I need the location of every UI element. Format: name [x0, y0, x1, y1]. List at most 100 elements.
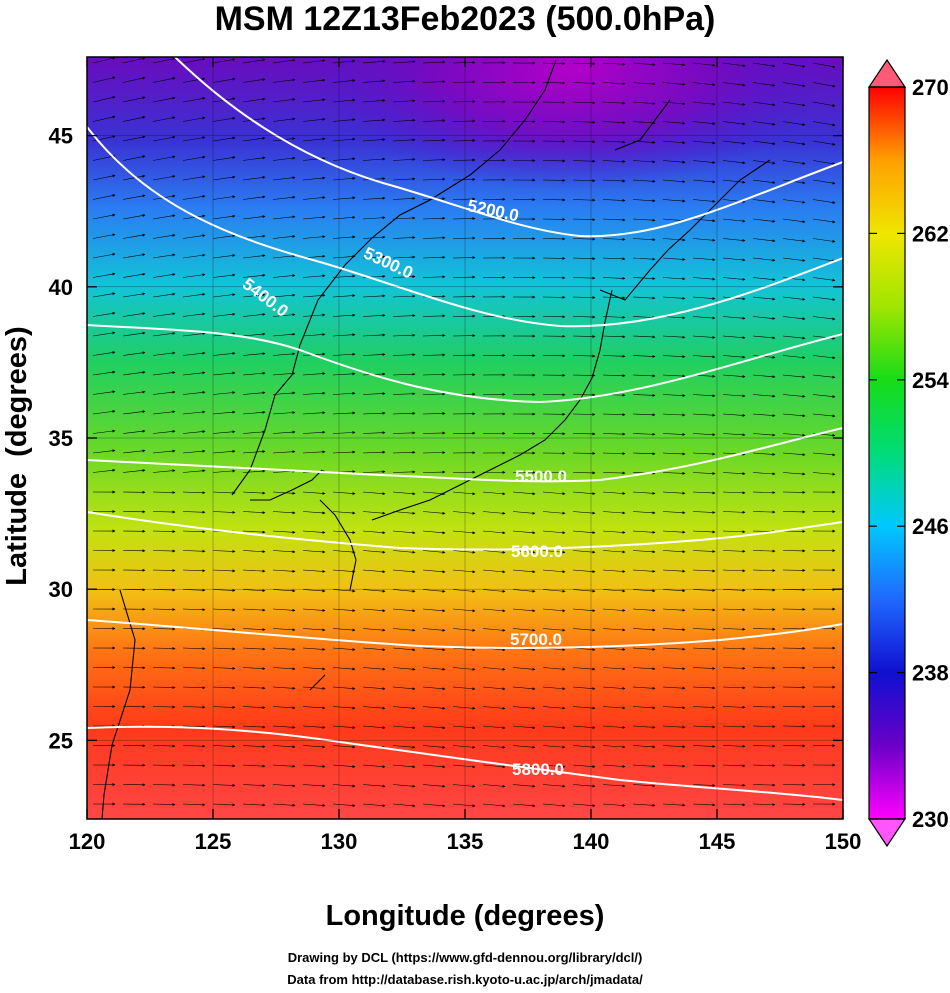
wind-vector — [452, 178, 476, 182]
wind-vector — [572, 179, 596, 183]
wind-vector — [572, 706, 596, 710]
wind-vector — [422, 667, 446, 671]
wind-vector — [542, 550, 566, 554]
wind-vector — [152, 155, 176, 161]
wind-vector — [752, 549, 776, 553]
wind-vector — [182, 292, 206, 298]
wind-vector — [812, 355, 836, 360]
wind-vector — [632, 101, 656, 105]
wind-vector — [632, 550, 656, 554]
wind-vector — [212, 627, 236, 631]
wind-vector — [362, 491, 386, 496]
wind-vector — [92, 311, 116, 317]
contour-line — [87, 126, 843, 328]
contour-line — [87, 511, 843, 551]
wind-vector — [602, 335, 626, 339]
wind-vector — [692, 608, 716, 612]
wind-vector — [722, 647, 746, 651]
wind-vector — [212, 293, 236, 298]
wind-vector — [212, 273, 236, 278]
credit-data: Data from http://database.rish.kyoto-u.a… — [287, 972, 643, 987]
wind-vector — [332, 647, 356, 652]
wind-vector — [692, 121, 716, 126]
wind-vector — [542, 589, 566, 593]
wind-vector — [152, 57, 176, 64]
wind-vector — [572, 608, 596, 613]
wind-vector — [752, 121, 776, 126]
wind-vector — [692, 160, 716, 164]
wind-vector — [692, 218, 716, 223]
wind-vector — [422, 491, 446, 496]
colorbar-tick-label: 230 — [912, 807, 949, 832]
wind-vector — [842, 219, 843, 220]
wind-vector — [452, 725, 476, 730]
wind-vector — [212, 136, 236, 142]
wind-vector — [572, 198, 596, 202]
wind-vector — [722, 257, 746, 262]
wind-vector — [842, 433, 843, 434]
wind-vector — [152, 331, 176, 337]
wind-vector — [212, 430, 236, 434]
wind-vector — [392, 706, 416, 710]
wind-vector — [572, 257, 596, 261]
wind-vector — [752, 433, 776, 437]
wind-vector — [422, 589, 446, 593]
wind-vector — [812, 413, 836, 418]
wind-vector — [92, 351, 116, 356]
wind-vector — [422, 431, 446, 435]
wind-vector — [152, 568, 176, 572]
wind-vector — [602, 686, 626, 690]
wind-vector — [272, 117, 296, 122]
wind-vector — [302, 117, 326, 122]
wind-vector — [392, 294, 416, 298]
wind-vector — [602, 530, 626, 534]
wind-vector — [752, 627, 776, 631]
wind-vector — [122, 410, 146, 415]
wind-vector — [212, 195, 236, 200]
wind-vector — [92, 57, 116, 64]
wind-vector — [632, 706, 656, 710]
wind-vector — [512, 589, 536, 593]
wind-vector — [842, 141, 843, 142]
wind-vector — [362, 79, 386, 83]
wind-vector — [512, 725, 536, 730]
wind-vector — [572, 569, 596, 574]
wind-vector — [482, 803, 506, 808]
wind-vector — [662, 82, 686, 86]
wind-vector — [332, 176, 356, 181]
grid-lines — [87, 57, 843, 819]
wind-vector — [242, 156, 266, 161]
wind-vector — [152, 588, 176, 592]
wind-vector — [212, 705, 236, 709]
wind-vector — [692, 433, 716, 437]
wind-vector — [272, 803, 296, 807]
wind-vector — [632, 764, 656, 768]
wind-vector — [332, 118, 356, 122]
wind-vector — [452, 803, 476, 808]
wind-vector — [242, 391, 266, 395]
wind-vector — [602, 354, 626, 358]
cold-core — [310, 57, 830, 190]
wind-vector — [422, 725, 446, 730]
wind-vector — [692, 394, 716, 398]
wind-vector — [542, 511, 566, 515]
wind-vector — [752, 374, 776, 379]
wind-vector — [542, 530, 566, 535]
wind-vector — [812, 316, 836, 321]
wind-vector — [542, 61, 566, 65]
wind-vector — [662, 667, 686, 671]
wind-vector — [182, 491, 206, 495]
wind-vector — [272, 784, 296, 788]
wind-vector — [212, 725, 236, 729]
wind-vector — [272, 511, 296, 515]
wind-vector — [572, 686, 596, 691]
wind-vector — [512, 745, 536, 749]
wind-vector — [332, 550, 356, 554]
wind-vector — [452, 197, 476, 201]
wind-vector — [212, 371, 236, 376]
wind-vector — [242, 293, 266, 298]
wind-vector — [422, 236, 446, 240]
wind-vector — [272, 58, 296, 64]
wind-vector — [842, 63, 843, 64]
wind-vector — [752, 179, 776, 184]
